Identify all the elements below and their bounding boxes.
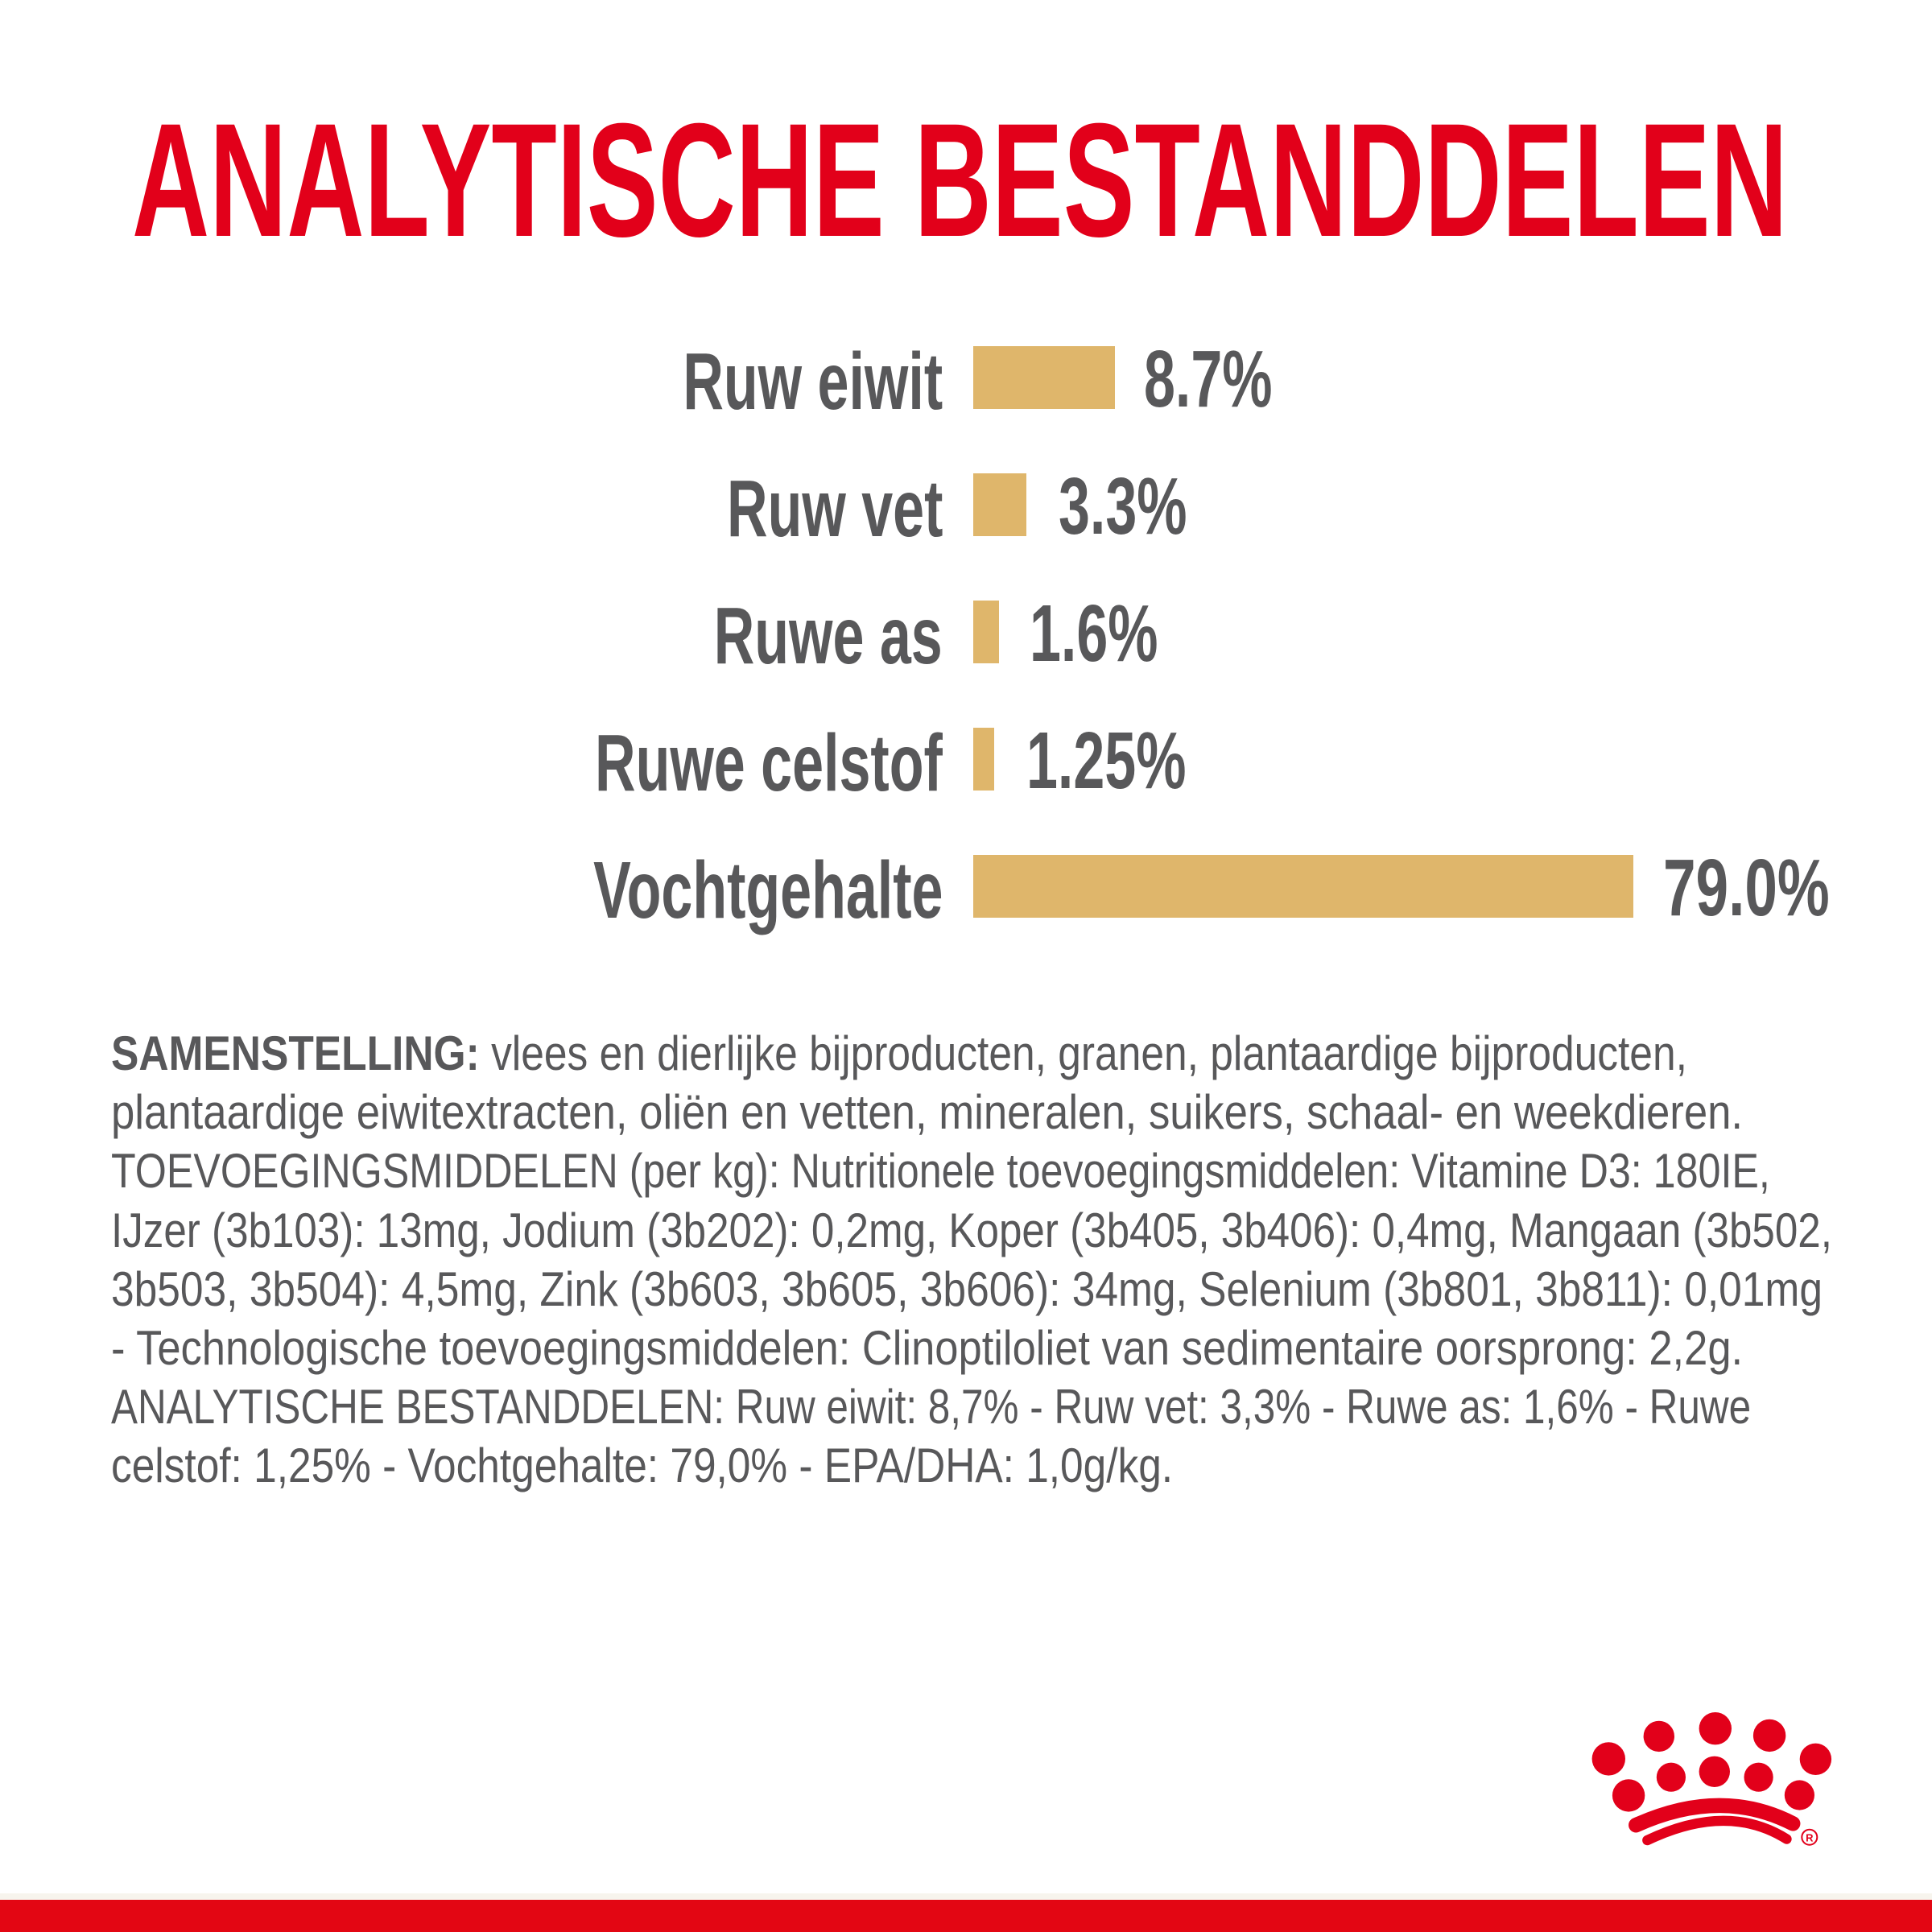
- svg-text:R: R: [1806, 1832, 1814, 1844]
